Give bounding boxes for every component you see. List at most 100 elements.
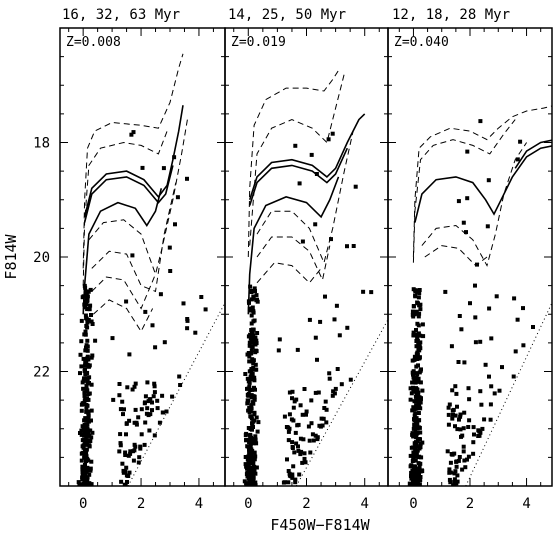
star-point xyxy=(471,451,476,456)
star-point xyxy=(87,307,92,312)
star-point xyxy=(83,329,88,334)
star-point xyxy=(287,471,292,476)
y-tick-label: 18 xyxy=(33,136,50,152)
star-point xyxy=(255,429,260,434)
star-point xyxy=(246,455,251,460)
star-point xyxy=(85,442,89,447)
panel-plot-area xyxy=(407,105,552,486)
star-point xyxy=(488,417,493,422)
star-point xyxy=(326,137,331,142)
star-point xyxy=(462,360,467,365)
star-point xyxy=(185,318,190,323)
star-point xyxy=(249,348,254,353)
star-point xyxy=(418,478,423,482)
star-point xyxy=(85,338,90,343)
star-point xyxy=(145,406,150,411)
star-point xyxy=(309,421,314,426)
star-point xyxy=(134,422,139,427)
star-point xyxy=(418,441,423,446)
star-point xyxy=(130,253,135,258)
star-point xyxy=(248,437,252,442)
star-point xyxy=(84,358,89,363)
star-point xyxy=(460,433,465,438)
star-point xyxy=(143,400,147,405)
star-point xyxy=(86,392,91,397)
star-point xyxy=(290,440,295,445)
star-point xyxy=(130,387,135,392)
star-point xyxy=(290,396,294,401)
star-point xyxy=(80,451,85,456)
star-point xyxy=(243,462,248,467)
star-point xyxy=(316,390,321,395)
star-point xyxy=(455,427,460,432)
star-point xyxy=(128,449,133,454)
star-point xyxy=(85,294,90,299)
star-point xyxy=(306,424,311,429)
star-point xyxy=(146,413,151,418)
isochrone-dashed xyxy=(256,236,331,282)
star-point xyxy=(447,402,452,407)
star-point xyxy=(415,350,420,355)
star-point xyxy=(298,436,303,441)
star-point xyxy=(86,413,91,418)
star-point xyxy=(247,307,252,311)
star-point xyxy=(82,368,87,373)
star-point xyxy=(300,239,305,244)
star-point xyxy=(472,432,476,437)
isochrone-dashed xyxy=(82,130,168,286)
star-point xyxy=(249,297,254,302)
star-point xyxy=(286,480,291,485)
star-point xyxy=(461,444,466,449)
star-point xyxy=(411,385,415,390)
star-point xyxy=(322,406,327,410)
star-point xyxy=(290,389,295,394)
star-point xyxy=(88,428,93,433)
x-tick-label: 0 xyxy=(409,496,417,512)
star-point xyxy=(251,361,256,365)
star-point xyxy=(485,224,490,229)
star-point xyxy=(249,339,254,344)
star-point xyxy=(302,451,307,456)
isochrone-dashed xyxy=(91,182,177,293)
star-point xyxy=(323,399,328,404)
star-point xyxy=(465,196,470,201)
isochrone-solid xyxy=(82,188,163,315)
star-point xyxy=(85,377,90,382)
star-point xyxy=(330,393,335,398)
star-point xyxy=(282,480,287,485)
completeness-limit-line xyxy=(465,302,552,486)
star-point xyxy=(285,457,289,462)
star-point xyxy=(251,458,256,463)
star-point xyxy=(452,477,457,482)
star-point xyxy=(330,131,335,136)
star-point xyxy=(251,401,256,406)
star-point xyxy=(476,434,481,438)
isochrone-dashed xyxy=(421,142,528,267)
star-point xyxy=(253,362,258,367)
star-point xyxy=(531,325,535,329)
star-point xyxy=(416,402,421,407)
star-point xyxy=(408,453,413,458)
star-point xyxy=(254,415,259,420)
star-point xyxy=(136,415,141,420)
star-point xyxy=(246,393,251,398)
star-point xyxy=(131,130,136,135)
star-point xyxy=(417,341,422,346)
star-point xyxy=(85,438,90,443)
star-point xyxy=(249,416,254,421)
isochrone-dashed xyxy=(412,105,552,258)
star-point xyxy=(90,322,95,326)
star-point xyxy=(318,319,323,324)
star-point xyxy=(87,444,92,449)
star-point xyxy=(408,397,413,402)
star-point xyxy=(199,295,204,299)
star-point xyxy=(84,316,89,320)
isochrone-solid xyxy=(248,113,366,201)
star-point xyxy=(253,289,257,293)
star-point xyxy=(132,420,137,425)
star-point xyxy=(478,339,483,344)
star-point xyxy=(82,418,87,423)
star-point xyxy=(82,393,87,398)
star-point xyxy=(298,403,303,408)
star-point xyxy=(482,417,487,422)
